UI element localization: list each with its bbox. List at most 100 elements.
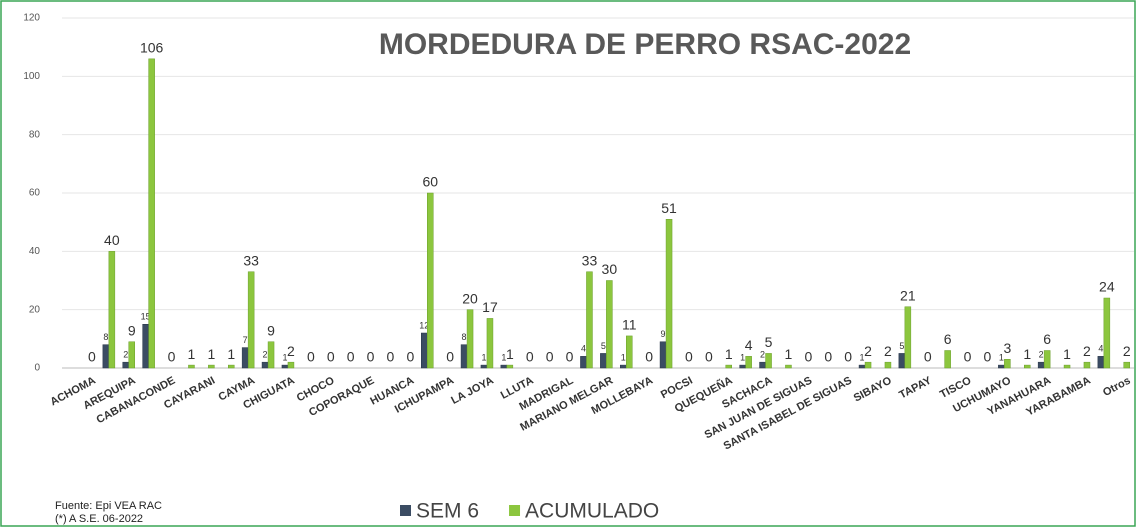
- bar: [884, 361, 892, 369]
- data-label: 1: [1023, 346, 1031, 362]
- data-label: 0: [446, 349, 454, 365]
- data-label: 1: [506, 346, 514, 362]
- data-label: 0: [566, 349, 574, 365]
- bar: [1083, 361, 1091, 369]
- bar: [620, 364, 627, 369]
- y-tick-label: 40: [29, 246, 41, 257]
- data-label: 9: [661, 329, 666, 339]
- bar: [944, 350, 951, 369]
- data-label: 0: [168, 349, 176, 365]
- data-label: 1: [1063, 346, 1071, 362]
- data-label: 8: [103, 332, 108, 342]
- bar: [247, 271, 255, 369]
- bar: [904, 306, 912, 369]
- legend-label: ACUMULADO: [525, 500, 659, 523]
- data-label: 1: [740, 352, 745, 362]
- data-label: 2: [287, 343, 295, 359]
- bar: [241, 347, 249, 369]
- legend-swatch: [509, 505, 521, 516]
- y-tick-label: 60: [29, 188, 41, 199]
- bar: [745, 356, 752, 369]
- bar: [998, 364, 1005, 369]
- bar: [287, 361, 295, 369]
- y-tick-label: 80: [29, 129, 41, 140]
- bar: [725, 364, 732, 369]
- data-label: 6: [944, 331, 952, 347]
- data-label: 9: [267, 322, 275, 338]
- data-label: 1: [785, 346, 793, 362]
- data-label: 4: [581, 344, 586, 354]
- data-label: 40: [104, 232, 120, 248]
- bar: [1037, 361, 1045, 369]
- data-label: 6: [1043, 331, 1051, 347]
- data-label: 2: [1083, 343, 1091, 359]
- data-label: 0: [685, 349, 693, 365]
- data-label: 15: [141, 312, 151, 322]
- bar: [102, 344, 110, 369]
- bar: [1097, 356, 1105, 369]
- bar: [506, 364, 514, 369]
- data-label: 0: [705, 349, 713, 365]
- data-label: 2: [864, 343, 872, 359]
- bar: [864, 361, 872, 369]
- data-label: 0: [387, 349, 395, 365]
- data-label: 33: [582, 252, 598, 268]
- bar: [586, 271, 593, 369]
- data-label: 7: [243, 335, 248, 345]
- data-label: 0: [526, 349, 534, 365]
- bar: [188, 364, 195, 369]
- data-label: 51: [661, 200, 677, 216]
- data-label: 2: [123, 350, 128, 360]
- data-label: 8: [462, 332, 467, 342]
- bar: [600, 353, 607, 369]
- data-label: 20: [462, 290, 478, 306]
- legend-label: SEM 6: [416, 500, 479, 523]
- data-label: 0: [406, 349, 414, 365]
- data-label: 4: [745, 337, 753, 353]
- y-tick-label: 120: [23, 13, 40, 24]
- bar: [148, 58, 155, 369]
- data-label: 11: [622, 317, 637, 333]
- data-label: 5: [899, 341, 904, 351]
- bar: [1123, 361, 1130, 369]
- bar: [228, 364, 235, 369]
- data-label: 17: [482, 299, 498, 315]
- bar: [421, 332, 428, 369]
- data-label: 21: [900, 287, 916, 303]
- data-label: 5: [601, 341, 606, 351]
- data-label: 0: [645, 349, 653, 365]
- bar: [128, 341, 135, 369]
- bar: [659, 341, 667, 369]
- bar: [208, 364, 215, 369]
- bar: [1024, 364, 1031, 369]
- bar: [466, 309, 474, 369]
- bar: [1004, 359, 1011, 369]
- data-label: 0: [307, 349, 315, 365]
- bar: [765, 353, 772, 369]
- data-label: 0: [347, 349, 355, 365]
- data-label: 4: [1098, 344, 1103, 354]
- data-label: 0: [327, 349, 335, 365]
- bar: [460, 344, 468, 369]
- bar: [898, 353, 906, 369]
- data-label: 1: [481, 352, 486, 362]
- data-label: 1: [207, 346, 215, 362]
- bar: [1063, 364, 1071, 369]
- bar: [580, 356, 587, 369]
- data-label: 3: [1003, 340, 1011, 356]
- data-label: 106: [140, 40, 164, 56]
- source-note: (*) A S.E. 06-2022: [55, 513, 143, 525]
- data-label: 1: [999, 352, 1004, 362]
- data-label: 2: [1123, 343, 1131, 359]
- data-label: 1: [227, 346, 235, 362]
- bar: [500, 364, 508, 369]
- data-label: 2: [263, 350, 268, 360]
- data-label: 0: [924, 349, 932, 365]
- data-label: 0: [964, 349, 972, 365]
- bar: [281, 364, 289, 369]
- bar: [261, 361, 269, 369]
- data-label: 0: [804, 349, 812, 365]
- data-label: 1: [621, 352, 626, 362]
